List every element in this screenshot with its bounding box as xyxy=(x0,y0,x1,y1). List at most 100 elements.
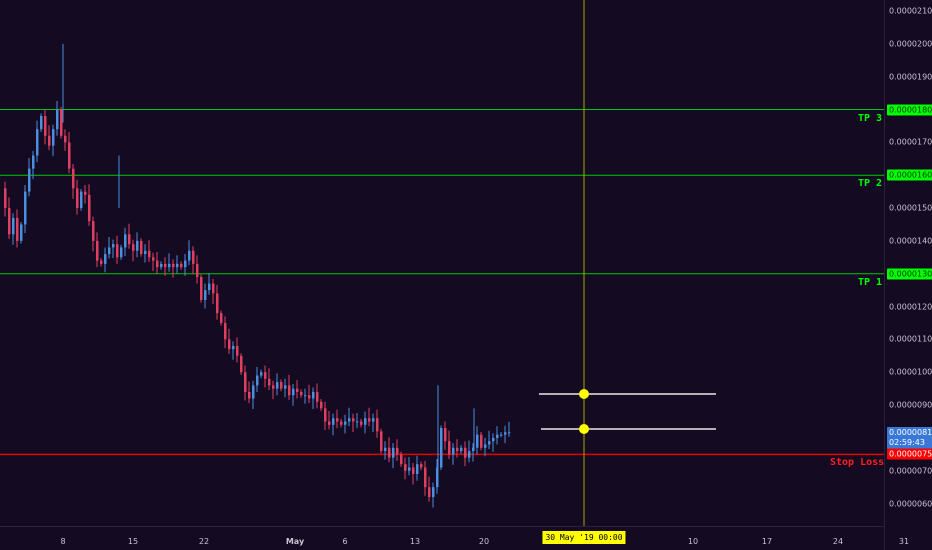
candle-body xyxy=(108,247,111,255)
candle-body xyxy=(496,434,499,438)
candle-body xyxy=(356,421,359,423)
candle-body xyxy=(256,375,259,386)
stop-loss-price-badge: 0.00000750 xyxy=(887,448,932,460)
candle-body xyxy=(76,188,79,209)
candle-body xyxy=(112,244,115,248)
candle-body xyxy=(64,135,67,143)
candle-body xyxy=(104,254,107,264)
candle-body xyxy=(284,385,287,389)
candle-body xyxy=(348,418,351,422)
candle-body xyxy=(436,467,439,488)
candle-body xyxy=(276,382,279,389)
time-tick-label: 22 xyxy=(198,537,210,546)
candle-body xyxy=(212,283,215,294)
time-tick-label: 13 xyxy=(409,537,421,546)
candle-body xyxy=(300,391,303,396)
candle-body xyxy=(272,385,275,389)
candle-body xyxy=(16,217,19,241)
candle-body xyxy=(408,467,411,471)
candle-body xyxy=(484,444,487,448)
candle-body xyxy=(196,263,199,278)
candle-body xyxy=(140,240,143,255)
candle-body xyxy=(400,454,403,465)
candle-body xyxy=(188,250,191,261)
candle-body xyxy=(252,385,255,399)
candle-body xyxy=(420,464,423,468)
candle-body xyxy=(480,434,483,448)
candle-body xyxy=(500,434,503,436)
candle-body xyxy=(120,247,123,258)
candle-body xyxy=(312,391,315,399)
candle-body xyxy=(192,250,195,264)
candle-body xyxy=(96,240,99,261)
bar-countdown: 02:59:43 xyxy=(889,438,925,448)
candle-body xyxy=(448,441,451,455)
candle-body xyxy=(488,441,491,445)
candle-body xyxy=(368,418,371,422)
time-tick-label: 8 xyxy=(60,537,66,546)
candle-body xyxy=(476,434,479,448)
candle-body xyxy=(116,244,119,258)
crosshair-time-badge: 30 May '19 00:00 xyxy=(542,531,626,544)
candle-body xyxy=(416,464,419,475)
candle-body xyxy=(248,391,251,399)
candle-body xyxy=(288,385,291,396)
candle-body xyxy=(36,129,39,156)
candle-body xyxy=(124,234,127,248)
candle-body xyxy=(180,263,183,268)
time-axis[interactable]: 8 15 22 May 6 13 20 10 17 24 31 30 May '19 00:00 xyxy=(0,526,909,550)
candle-body xyxy=(432,487,435,498)
candle-body xyxy=(144,250,147,255)
time-tick-label: 6 xyxy=(342,537,348,546)
tp1-label: TP 1 xyxy=(858,276,883,288)
candle-body xyxy=(268,378,271,386)
candle-body xyxy=(52,129,55,146)
current-price-badge: 0.00000817 02:59:43 xyxy=(887,427,932,450)
candle-body xyxy=(220,313,223,323)
candle-body xyxy=(100,260,103,264)
candle-body xyxy=(360,421,363,425)
tp2-label: TP 2 xyxy=(858,178,883,190)
candle-body xyxy=(336,418,339,422)
candlestick-chart[interactable] xyxy=(0,0,884,526)
candle-body xyxy=(48,135,51,146)
candle-body xyxy=(468,451,471,458)
candle-body xyxy=(12,217,15,235)
candle-body xyxy=(404,464,407,471)
candle-body xyxy=(92,221,95,241)
ray-anchor-marker xyxy=(579,389,589,399)
candle-body xyxy=(308,395,311,399)
candle-body xyxy=(296,388,299,392)
candle-body xyxy=(176,263,179,268)
time-tick-label: 17 xyxy=(761,537,773,546)
chart-plot-area[interactable] xyxy=(0,0,884,526)
candle-body xyxy=(244,372,247,392)
candle-body xyxy=(508,432,511,434)
candle-body xyxy=(172,263,175,268)
time-tick-label: 10 xyxy=(687,537,699,546)
candle-body xyxy=(472,447,475,452)
candle-body xyxy=(44,116,47,136)
candle-body xyxy=(364,418,367,425)
candle-body xyxy=(32,155,35,169)
candle-body xyxy=(88,194,91,222)
candle-body xyxy=(136,240,139,251)
candle-body xyxy=(132,244,135,251)
candle-body xyxy=(380,431,383,452)
ray-anchor-marker xyxy=(579,424,589,434)
candle-body xyxy=(260,372,263,376)
candle-body xyxy=(340,421,343,425)
candle-body xyxy=(280,382,283,389)
time-tick-label: 31 xyxy=(898,537,910,546)
